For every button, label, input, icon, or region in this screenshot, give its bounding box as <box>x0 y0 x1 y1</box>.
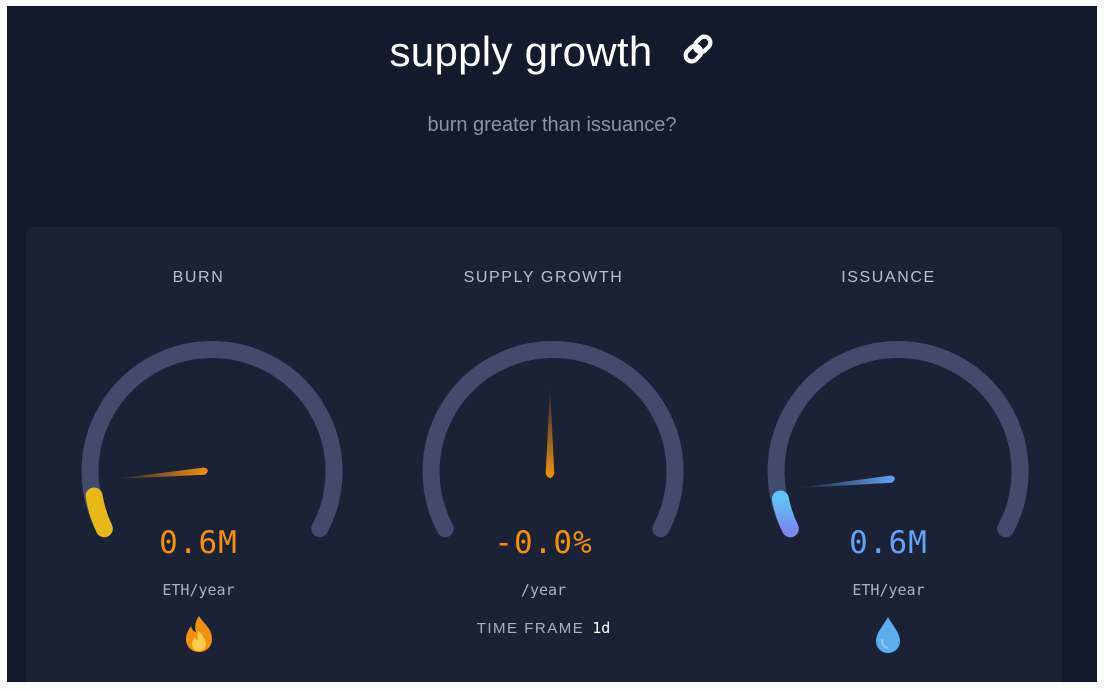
issuance-gauge <box>767 341 1029 538</box>
supply-growth-unit: /year <box>520 581 567 599</box>
supply-growth-panel: SUPPLY GROWTH -0.0% /year TIME FRAME 1d <box>371 227 716 682</box>
gauges-card: BURN 0.6M ETH/year <box>26 227 1062 682</box>
time-frame-toggle[interactable]: 1d <box>592 619 611 637</box>
supply-growth-value: -0.0% <box>494 525 593 561</box>
burn-gauge-track <box>81 341 343 538</box>
burn-needle <box>114 467 208 479</box>
issuance-gauge-track <box>767 341 1029 538</box>
burn-value: 0.6M <box>159 525 238 561</box>
subtitle: burn greater than issuance? <box>427 114 677 136</box>
link-icon[interactable] <box>681 28 715 76</box>
supply-growth-label: SUPPLY GROWTH <box>463 269 624 286</box>
issuance-unit: ETH/year <box>852 581 925 599</box>
time-frame: TIME FRAME 1d <box>371 619 716 637</box>
droplet-icon <box>872 615 904 660</box>
burn-gauge-fill <box>85 487 113 538</box>
issuance-gauge-fill <box>771 490 799 538</box>
fire-icon <box>181 615 217 658</box>
issuance-needle <box>798 475 895 488</box>
issuance-panel: ISSUANCE 0.6M ETH/year <box>716 227 1061 682</box>
supply-growth-gauge-track <box>422 341 684 538</box>
time-frame-label: TIME FRAME <box>476 620 585 637</box>
burn-unit: ETH/year <box>162 581 235 599</box>
burn-label: BURN <box>172 269 225 286</box>
supply-growth-needle <box>545 385 555 478</box>
issuance-value: 0.6M <box>849 525 928 561</box>
title-row: supply growth <box>7 28 1097 76</box>
page-title: supply growth <box>389 28 653 75</box>
supply-growth-gauge <box>422 341 684 538</box>
issuance-label: ISSUANCE <box>841 269 936 286</box>
burn-panel: BURN 0.6M ETH/year <box>26 227 371 682</box>
page-frame: supply growth burn greater than issuance… <box>7 6 1097 682</box>
burn-gauge <box>81 341 343 538</box>
